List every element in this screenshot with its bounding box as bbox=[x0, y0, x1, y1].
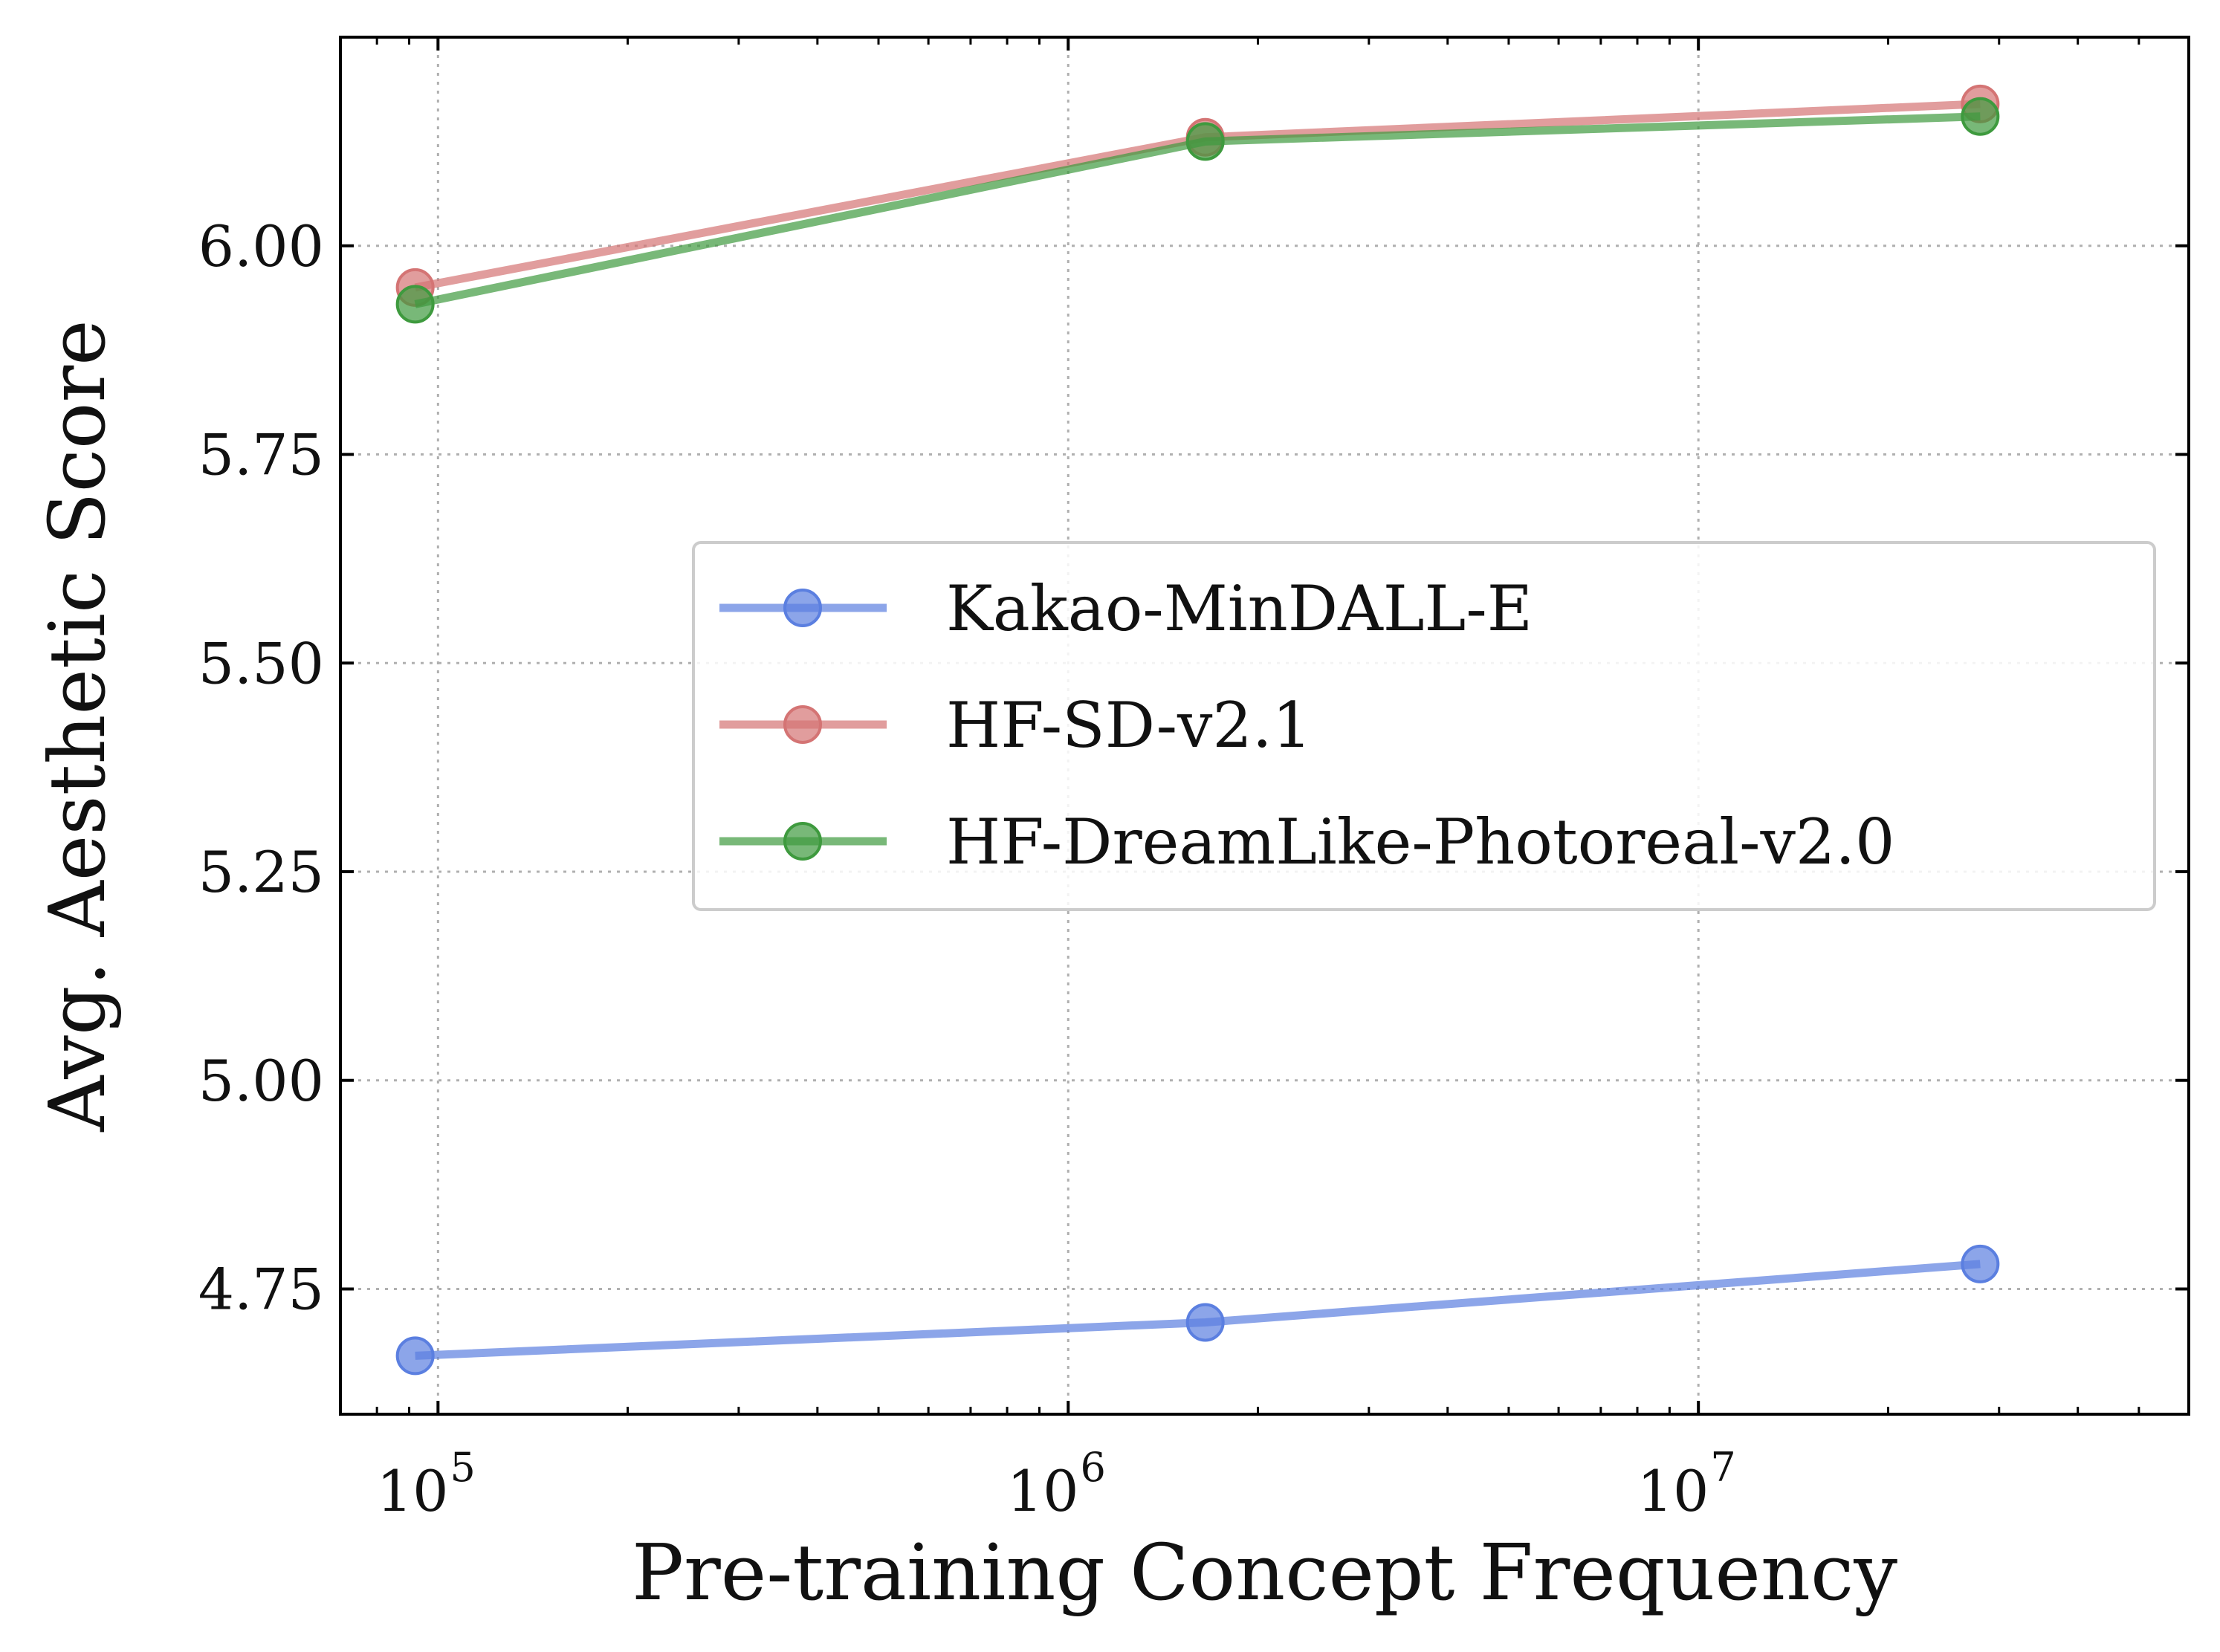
series-2 bbox=[395, 97, 2000, 324]
y-axis-title: Avg. Aesthetic Score bbox=[32, 320, 123, 1132]
x-tick-label: 106 bbox=[1007, 1444, 1106, 1524]
y-tick-label: 6.00 bbox=[198, 213, 324, 279]
y-tick-label: 5.25 bbox=[198, 839, 324, 905]
x-tick-label: 107 bbox=[1637, 1444, 1736, 1524]
series-1 bbox=[395, 84, 2000, 307]
x-axis-title: Pre-training Concept Frequency bbox=[632, 1527, 1897, 1618]
y-tick-label: 5.75 bbox=[198, 422, 324, 488]
legend-swatch-marker bbox=[783, 705, 822, 744]
data-point bbox=[1961, 97, 2000, 136]
legend-item: HF-DreamLike-Photoreal-v2.0 bbox=[719, 806, 1895, 878]
legend-label: HF-DreamLike-Photoreal-v2.0 bbox=[946, 806, 1895, 878]
data-point bbox=[395, 285, 435, 324]
legend-item: HF-SD-v2.1 bbox=[719, 689, 1312, 762]
data-point bbox=[1961, 1244, 2000, 1283]
legend-item: Kakao-MinDALL-E bbox=[719, 572, 1533, 645]
y-tick-label: 5.00 bbox=[198, 1048, 324, 1114]
legend-swatch-marker bbox=[783, 822, 822, 861]
y-tick-labels: 4.75 5.00 5.25 5.50 5.75 6.00 bbox=[198, 213, 324, 1323]
legend-swatch-marker bbox=[783, 589, 822, 627]
data-point bbox=[1185, 1303, 1225, 1342]
axis-ticks bbox=[340, 37, 2189, 1414]
legend-label: Kakao-MinDALL-E bbox=[946, 572, 1533, 645]
series-lines bbox=[395, 84, 2000, 1376]
series-0 bbox=[395, 1244, 2000, 1376]
y-tick-label: 4.75 bbox=[198, 1257, 324, 1323]
data-point bbox=[1185, 122, 1225, 161]
plot-frame bbox=[339, 36, 2190, 1416]
legend-label: HF-SD-v2.1 bbox=[946, 689, 1312, 762]
x-tick-labels: 105 106 107 bbox=[377, 1444, 1736, 1524]
legend: Kakao-MinDALL-E HF-SD-v2.1 HF-DreamLike-Ph… bbox=[692, 541, 2156, 911]
data-point bbox=[395, 1336, 435, 1376]
x-tick-label: 105 bbox=[377, 1444, 476, 1524]
y-tick-label: 5.50 bbox=[198, 630, 324, 696]
legend-box bbox=[692, 541, 2156, 911]
